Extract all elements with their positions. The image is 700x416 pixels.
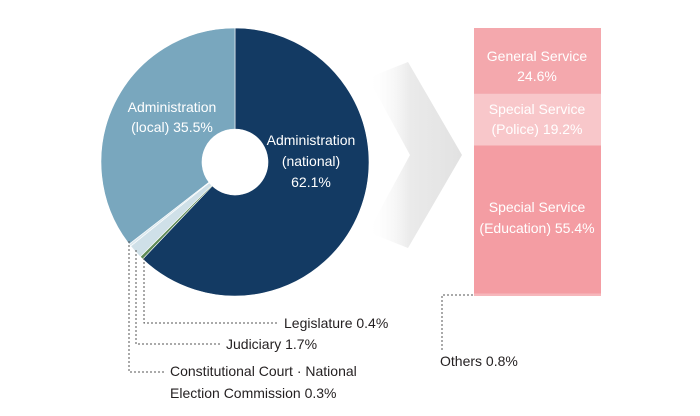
donut-slice-local [100,27,236,245]
bar-segment-education [474,145,601,294]
donut-slice-national [142,27,370,297]
label-local: Administration (local) 35.5% [128,99,217,135]
label-const-court: Constitutional Court · National Election … [170,363,357,401]
label-line: 62.1% [291,174,331,190]
bar-segment-others [474,293,601,296]
label-police: Special Service (Police) 19.2% [489,101,586,137]
donut-chart [100,27,370,297]
label-line: Election Commission 0.3% [170,385,337,401]
label-line: Special Service [489,199,586,215]
label-legislature: Legislature 0.4% [284,315,388,331]
label-line: Constitutional Court · National [170,363,357,379]
label-line: (Education) 55.4% [479,220,594,236]
label-others: Others 0.8% [440,353,518,369]
leader-line-others [441,294,474,350]
chart-labels: Administration (national) 62.1%Administrat… [128,48,595,401]
label-line: Judiciary 1.7% [226,336,317,352]
label-line: Administration [128,99,217,115]
label-line: 24.6% [517,68,557,84]
transition-arrow [368,62,462,248]
label-education: Special Service (Education) 55.4% [479,199,594,236]
stacked-bar [474,28,601,296]
label-general: General Service 24.6% [487,48,588,84]
leader-line-judiciary [135,250,220,345]
label-judiciary: Judiciary 1.7% [226,336,317,352]
label-line: General Service [487,48,588,64]
label-national: Administration (national) 62.1% [267,132,356,190]
label-line: Legislature 0.4% [284,315,388,331]
bar-segment-police [474,93,601,146]
label-line: (local) 35.5% [131,119,213,135]
label-line: (Police) 19.2% [491,121,582,137]
label-line: Administration [267,132,356,148]
label-line: Others 0.8% [440,353,518,369]
label-line: Special Service [489,101,586,117]
leader-line-legislature [143,258,278,324]
label-line: (national) [282,153,340,169]
bar-segment-general [474,28,601,94]
